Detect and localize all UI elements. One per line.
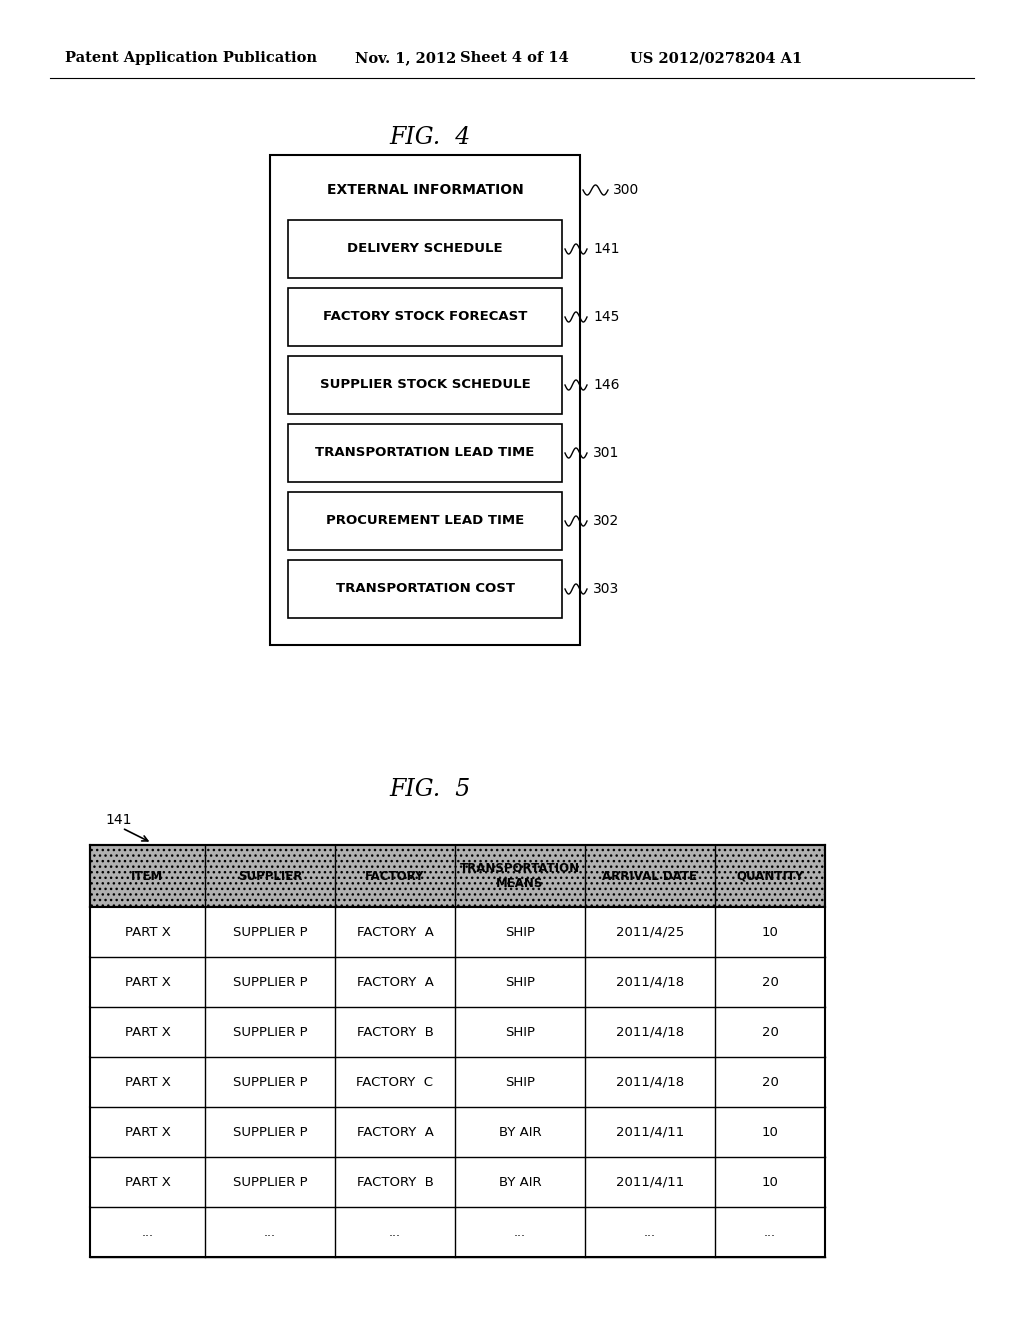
Text: 2011/4/18: 2011/4/18 <box>616 1026 684 1039</box>
Bar <box>288 220 562 279</box>
Text: FACTORY  A: FACTORY A <box>356 1126 433 1138</box>
Text: 10: 10 <box>762 1126 778 1138</box>
Bar <box>288 288 562 346</box>
Text: PROCUREMENT LEAD TIME: PROCUREMENT LEAD TIME <box>326 515 524 528</box>
Text: TRANSPORTATION COST: TRANSPORTATION COST <box>336 582 514 595</box>
Text: SUPPLIER P: SUPPLIER P <box>232 1026 307 1039</box>
Text: SHIP: SHIP <box>505 975 535 989</box>
Text: 20: 20 <box>762 1026 778 1039</box>
Text: TRANSPORTATION LEAD TIME: TRANSPORTATION LEAD TIME <box>315 446 535 459</box>
Text: 303: 303 <box>593 582 620 597</box>
Text: US 2012/0278204 A1: US 2012/0278204 A1 <box>630 51 802 65</box>
Bar <box>90 1107 825 1158</box>
Text: FACTORY  A: FACTORY A <box>356 925 433 939</box>
Text: PART X: PART X <box>125 1176 170 1188</box>
Text: EXTERNAL INFORMATION: EXTERNAL INFORMATION <box>327 183 523 197</box>
Text: FACTORY  B: FACTORY B <box>356 1176 433 1188</box>
Text: FACTORY: FACTORY <box>366 870 425 883</box>
Text: SUPPLIER: SUPPLIER <box>238 870 302 883</box>
Text: PART X: PART X <box>125 1076 170 1089</box>
Text: 2011/4/18: 2011/4/18 <box>616 975 684 989</box>
Text: 10: 10 <box>762 1176 778 1188</box>
Text: FIG.  5: FIG. 5 <box>389 779 471 801</box>
Text: BY AIR: BY AIR <box>499 1126 542 1138</box>
Text: 141: 141 <box>593 242 620 256</box>
Text: FIG.  4: FIG. 4 <box>389 127 471 149</box>
Text: ...: ... <box>264 1225 276 1238</box>
Text: ...: ... <box>764 1225 776 1238</box>
Text: 146: 146 <box>593 378 620 392</box>
Text: TRANSPORTATION
MEANS: TRANSPORTATION MEANS <box>460 862 580 890</box>
Text: ...: ... <box>141 1225 154 1238</box>
Text: 2011/4/18: 2011/4/18 <box>616 1076 684 1089</box>
Text: SHIP: SHIP <box>505 1026 535 1039</box>
Text: 2011/4/11: 2011/4/11 <box>615 1126 684 1138</box>
Text: PART X: PART X <box>125 925 170 939</box>
Text: FACTORY  B: FACTORY B <box>356 1026 433 1039</box>
Bar <box>90 1057 825 1107</box>
Text: PART X: PART X <box>125 975 170 989</box>
Text: 10: 10 <box>762 925 778 939</box>
Text: ...: ... <box>644 1225 656 1238</box>
Text: Sheet 4 of 14: Sheet 4 of 14 <box>460 51 568 65</box>
Text: 20: 20 <box>762 975 778 989</box>
Text: 2011/4/11: 2011/4/11 <box>615 1176 684 1188</box>
Bar <box>288 560 562 618</box>
Bar <box>288 356 562 414</box>
Text: 301: 301 <box>593 446 620 459</box>
Bar <box>288 492 562 550</box>
Text: SHIP: SHIP <box>505 925 535 939</box>
Text: FACTORY  A: FACTORY A <box>356 975 433 989</box>
Bar <box>90 1158 825 1206</box>
Text: 145: 145 <box>593 310 620 323</box>
Bar <box>90 1007 825 1057</box>
Text: ARRIVAL DATE: ARRIVAL DATE <box>602 870 697 883</box>
Text: FACTORY STOCK FORECAST: FACTORY STOCK FORECAST <box>323 310 527 323</box>
Text: Nov. 1, 2012: Nov. 1, 2012 <box>355 51 457 65</box>
Bar <box>90 845 825 907</box>
Text: PART X: PART X <box>125 1026 170 1039</box>
Text: 2011/4/25: 2011/4/25 <box>615 925 684 939</box>
Text: 300: 300 <box>613 183 639 197</box>
Text: ...: ... <box>514 1225 526 1238</box>
Text: SUPPLIER STOCK SCHEDULE: SUPPLIER STOCK SCHEDULE <box>319 379 530 392</box>
Bar <box>90 907 825 957</box>
Text: ...: ... <box>389 1225 401 1238</box>
Text: DELIVERY SCHEDULE: DELIVERY SCHEDULE <box>347 243 503 256</box>
Bar <box>90 1206 825 1257</box>
Text: SUPPLIER P: SUPPLIER P <box>232 975 307 989</box>
Text: 141: 141 <box>105 813 131 828</box>
Text: BY AIR: BY AIR <box>499 1176 542 1188</box>
Bar <box>90 957 825 1007</box>
Text: Patent Application Publication: Patent Application Publication <box>65 51 317 65</box>
Text: FACTORY  C: FACTORY C <box>356 1076 433 1089</box>
Text: SUPPLIER P: SUPPLIER P <box>232 1126 307 1138</box>
Text: SUPPLIER P: SUPPLIER P <box>232 925 307 939</box>
Bar <box>270 154 580 645</box>
Text: PART X: PART X <box>125 1126 170 1138</box>
Text: QUANTITY: QUANTITY <box>736 870 804 883</box>
Text: 302: 302 <box>593 513 620 528</box>
Text: SUPPLIER P: SUPPLIER P <box>232 1076 307 1089</box>
Text: SHIP: SHIP <box>505 1076 535 1089</box>
Bar <box>288 424 562 482</box>
Text: 20: 20 <box>762 1076 778 1089</box>
Text: ITEM: ITEM <box>131 870 164 883</box>
Text: SUPPLIER P: SUPPLIER P <box>232 1176 307 1188</box>
